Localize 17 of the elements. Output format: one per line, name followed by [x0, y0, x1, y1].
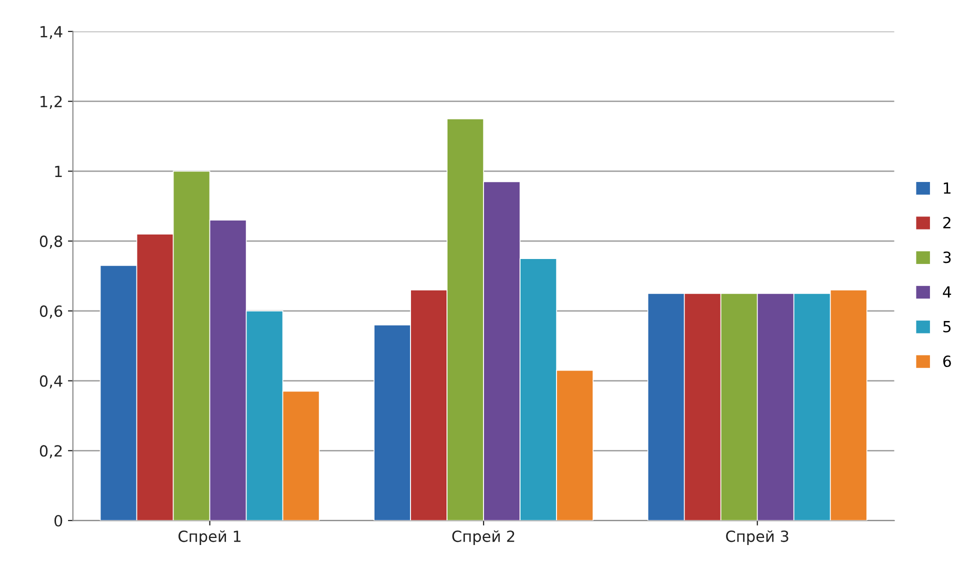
y-tick-label: 1,4: [40, 26, 62, 40]
y-tick-label: 0,6: [40, 305, 62, 319]
legend-label: 4: [942, 286, 952, 298]
y-tick-label: 0,4: [40, 375, 62, 388]
x-tick-label: Спрей 3: [726, 530, 788, 546]
y-tick-label: 1,2: [40, 96, 62, 109]
y-tick-label: 1: [55, 166, 62, 177]
y-tick-label: 0: [54, 514, 62, 527]
legend-label: 3: [943, 252, 951, 264]
legend-label: 6: [943, 355, 951, 368]
legend-label: 5: [943, 321, 951, 332]
y-tick-label: 0,8: [40, 236, 62, 249]
y-tick-label: 0,2: [40, 445, 62, 458]
x-tick-label: Спрей 2: [452, 530, 514, 546]
legend-label: 2: [943, 216, 950, 228]
x-tick-label: Спрей 1: [178, 530, 241, 546]
legend-label: 1: [944, 182, 950, 194]
